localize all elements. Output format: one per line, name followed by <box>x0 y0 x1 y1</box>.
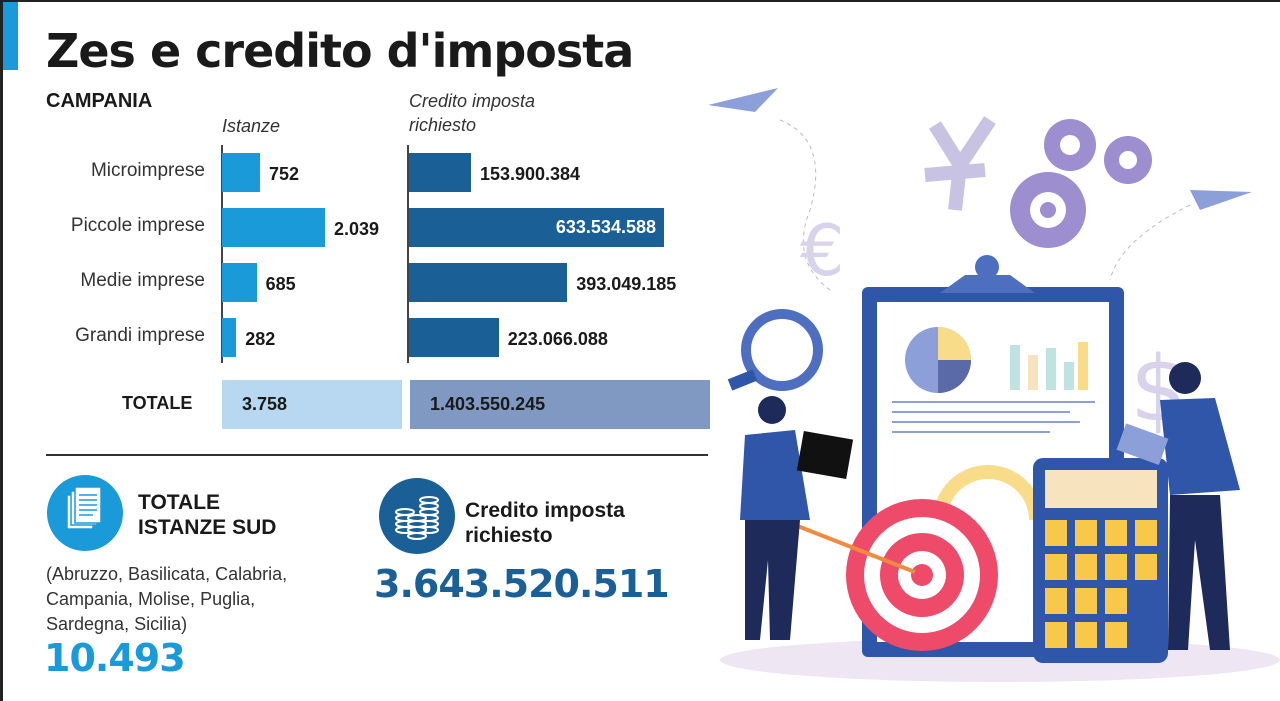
euro-icon: € <box>800 210 845 292</box>
credito-value-label: 153.900.384 <box>479 164 581 184</box>
magnifier-icon <box>741 309 823 391</box>
dashed-path <box>1109 204 1191 281</box>
credito-header-line1: Credito imposta <box>409 91 536 111</box>
total-istanze-value: 3.758 <box>242 394 288 414</box>
category-label: Medie imprese <box>80 270 205 291</box>
credito-value-label: 633.534.588 <box>555 217 656 237</box>
frame-top <box>0 0 1280 2</box>
regions-line: Sardegna, Sicilia) <box>46 614 188 634</box>
credito-value-label: 393.049.185 <box>576 274 677 294</box>
credito-sud-title: Credito imposta richiesto <box>465 498 625 548</box>
category-label: Microimprese <box>90 160 205 181</box>
dashed-path <box>779 119 831 291</box>
credito-value-label: 223.066.088 <box>507 329 608 349</box>
total-istanze: 3.758 <box>222 380 402 429</box>
paper-plane-icon <box>708 88 778 112</box>
total-label: TOTALE <box>122 393 193 413</box>
istanze-bar <box>222 318 237 357</box>
total-credito-value: 1.403.550.245 <box>430 394 546 414</box>
page-title: Zes e credito d'imposta <box>46 24 634 78</box>
paper-plane-icon <box>1190 190 1252 210</box>
istanze-value-label: 685 <box>265 274 296 294</box>
istanze-value-label: 752 <box>268 164 300 184</box>
istanze-bar <box>222 208 325 247</box>
category-label: Grandi imprese <box>75 325 205 346</box>
credito-header: Credito imposta richiesto <box>409 89 535 137</box>
istanze-bar <box>222 263 257 302</box>
business-illustration: € $ <box>708 88 1280 682</box>
gauge <box>933 465 1043 521</box>
yen-icon <box>924 116 996 211</box>
regions-line: Campania, Molise, Puglia, <box>46 589 256 609</box>
istanze-sud-title-line1: TOTALE <box>138 491 221 514</box>
istanze-sud-title-line2: ISTANZE SUD <box>138 516 277 539</box>
credito-bar <box>409 263 568 302</box>
regions-list: (Abruzzo, Basilicata, Calabria, Campania… <box>46 562 366 637</box>
total-credito: 1.403.550.245 <box>410 380 710 429</box>
istanze-axis <box>221 145 223 363</box>
category-label: Piccole imprese <box>70 215 205 236</box>
documents-icon <box>47 475 123 551</box>
credito-bar <box>409 318 499 357</box>
istanze-header: Istanze <box>222 116 281 136</box>
region-label: CAMPANIA <box>46 90 153 112</box>
divider <box>46 454 708 456</box>
regions-line: (Abruzzo, Basilicata, Calabria, <box>46 564 288 584</box>
istanze-sud-title: TOTALE ISTANZE SUD <box>138 490 276 540</box>
credito-sud-title-line1: Credito imposta <box>465 499 625 522</box>
mini-bar-chart <box>1010 342 1088 390</box>
istanze-bar <box>222 153 260 192</box>
credito-bar <box>409 153 471 192</box>
istanze-value-label: 2.039 <box>334 219 380 239</box>
istanze-sud-value: 10.493 <box>44 636 186 680</box>
accent-bar <box>3 2 18 70</box>
woman-figure <box>740 396 854 640</box>
coins-icon <box>379 478 455 554</box>
credito-header-line2: richiesto <box>409 115 477 135</box>
credito-sud-value: 3.643.520.511 <box>374 562 670 606</box>
gears-icon <box>1010 119 1152 248</box>
credito-sud-title-line2: richiesto <box>465 524 553 547</box>
credito-axis <box>407 145 409 363</box>
man-figure <box>1116 362 1240 650</box>
frame-left <box>0 0 3 701</box>
credito-bar <box>409 208 664 247</box>
istanze-value-label: 282 <box>245 329 276 349</box>
